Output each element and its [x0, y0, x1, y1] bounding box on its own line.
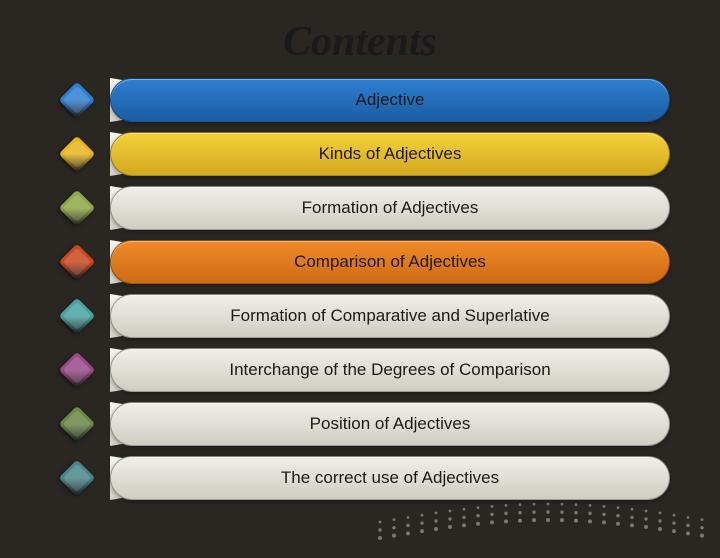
item-label: Formation of Comparative and Superlative: [230, 306, 549, 326]
list-item: Comparison of Adjectives: [110, 240, 670, 284]
item-bar: Interchange of the Degrees of Comparison: [110, 348, 670, 392]
item-label: The correct use of Adjectives: [281, 468, 499, 488]
item-label: Adjective: [356, 90, 425, 110]
list-item: Interchange of the Degrees of Comparison: [110, 348, 670, 392]
bullet-diamond-icon: [59, 352, 96, 389]
list-item: Position of Adjectives: [110, 402, 670, 446]
bullet-diamond-icon: [59, 298, 96, 335]
list-item: Kinds of Adjectives: [110, 132, 670, 176]
item-bar: Kinds of Adjectives: [110, 132, 670, 176]
page-title: Contents: [0, 18, 720, 66]
list-item: Formation of Comparative and Superlative: [110, 294, 670, 338]
bullet-diamond-icon: [59, 190, 96, 227]
item-label: Comparison of Adjectives: [294, 252, 486, 272]
item-bar: The correct use of Adjectives: [110, 456, 670, 500]
item-label: Formation of Adjectives: [302, 198, 479, 218]
item-bar: Position of Adjectives: [110, 402, 670, 446]
bullet-diamond-icon: [59, 82, 96, 119]
bullet-diamond-icon: [59, 244, 96, 281]
bullet-diamond-icon: [59, 406, 96, 443]
item-label: Kinds of Adjectives: [319, 144, 462, 164]
item-label: Position of Adjectives: [310, 414, 471, 434]
list-item: Formation of Adjectives: [110, 186, 670, 230]
contents-list: Adjective Kinds of Adjectives Formation …: [0, 78, 720, 500]
bullet-diamond-icon: [59, 460, 96, 497]
item-bar: Adjective: [110, 78, 670, 122]
item-label: Interchange of the Degrees of Comparison: [229, 360, 550, 380]
list-item: The correct use of Adjectives: [110, 456, 670, 500]
item-bar: Formation of Adjectives: [110, 186, 670, 230]
item-bar: Formation of Comparative and Superlative: [110, 294, 670, 338]
bullet-diamond-icon: [59, 136, 96, 173]
list-item: Adjective: [110, 78, 670, 122]
item-bar: Comparison of Adjectives: [110, 240, 670, 284]
